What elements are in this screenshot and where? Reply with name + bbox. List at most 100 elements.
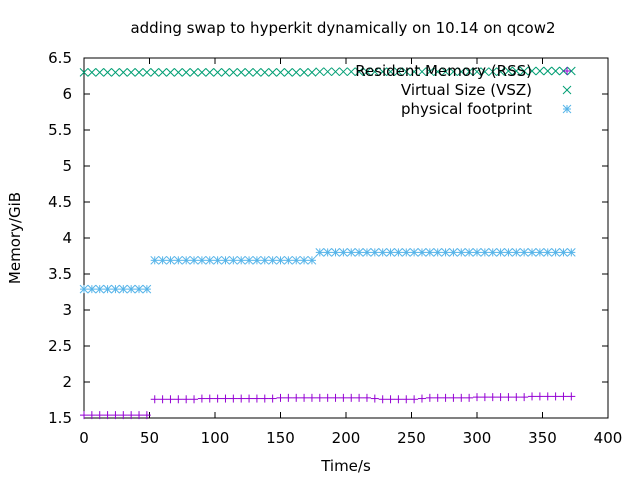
data-point (504, 248, 513, 257)
x-tick-label: 0 (79, 429, 89, 447)
data-point (173, 255, 183, 265)
data-point (323, 67, 333, 77)
data-point (103, 284, 112, 294)
data-point (237, 394, 246, 403)
data-point (276, 68, 285, 77)
data-point (464, 67, 474, 77)
data-point (158, 68, 167, 77)
x-tick-label: 150 (266, 429, 295, 447)
data-point (331, 393, 340, 402)
x-tick-label: 200 (332, 429, 361, 447)
legend-label: Virtual Size (VSZ) (401, 81, 532, 99)
data-point (190, 395, 199, 404)
data-point (527, 66, 537, 76)
data-point (166, 395, 175, 404)
data-point (535, 392, 544, 401)
data-point (362, 393, 371, 402)
y-tick-label: 6 (62, 85, 72, 103)
data-point (433, 393, 442, 402)
data-point (284, 68, 293, 77)
data-point (456, 67, 466, 77)
data-point (228, 255, 238, 265)
y-tick-label: 3.5 (48, 265, 72, 283)
data-point (323, 248, 333, 257)
data-point (111, 284, 120, 294)
data-point (378, 248, 388, 257)
data-point (205, 255, 215, 265)
data-point (520, 393, 529, 402)
data-point (80, 411, 88, 420)
data-point (433, 67, 443, 77)
data-point (245, 394, 254, 403)
data-point (519, 66, 529, 76)
data-point (354, 248, 364, 257)
series-plus (80, 392, 576, 420)
data-point (236, 255, 246, 265)
data-point (559, 248, 568, 257)
data-point (535, 66, 545, 76)
data-point (409, 67, 419, 77)
data-point (127, 411, 136, 420)
data-point (111, 411, 120, 420)
data-point (260, 255, 270, 265)
data-point (268, 255, 277, 265)
data-point (166, 68, 175, 77)
data-point (87, 68, 97, 77)
data-point (87, 284, 97, 294)
data-point (118, 284, 128, 294)
data-point (370, 394, 379, 403)
data-point (488, 248, 498, 257)
y-axis-label: Memory/GiB (6, 192, 24, 284)
data-point (417, 394, 426, 403)
data-point (79, 68, 89, 77)
y-tick-label: 2.5 (48, 337, 72, 355)
data-point (95, 284, 105, 294)
data-point (268, 394, 277, 403)
y-tick-label: 4 (62, 229, 72, 247)
y-tick-label: 6.5 (48, 49, 72, 67)
data-point (551, 392, 560, 401)
data-point (504, 66, 513, 76)
data-point (307, 393, 316, 402)
data-point (300, 393, 309, 402)
data-point (79, 284, 89, 294)
data-point (166, 255, 175, 265)
data-point (347, 393, 356, 402)
data-point (158, 255, 167, 265)
data-point (87, 411, 96, 420)
data-point (346, 248, 356, 257)
data-point (213, 255, 222, 265)
data-point (543, 66, 553, 76)
y-tick-label: 4.5 (48, 193, 72, 211)
data-point (323, 393, 332, 402)
data-point (425, 393, 434, 402)
data-point (307, 255, 317, 265)
data-point (425, 248, 435, 257)
data-point (315, 67, 325, 77)
data-point (291, 255, 301, 265)
x-axis-label: Time/s (320, 457, 371, 475)
data-point (519, 248, 529, 257)
data-point (551, 66, 560, 76)
data-point (228, 68, 238, 77)
data-point (276, 393, 285, 402)
data-point (299, 68, 309, 77)
data-point (488, 67, 498, 77)
data-point (197, 68, 207, 77)
data-point (173, 68, 183, 77)
chart-title: adding swap to hyperkit dynamically on 1… (130, 19, 555, 37)
data-point (181, 68, 191, 77)
data-point (441, 393, 450, 402)
data-point (551, 248, 560, 257)
data-point (119, 411, 128, 420)
data-point (449, 67, 458, 77)
data-point (331, 67, 340, 77)
data-point (394, 248, 403, 257)
data-point (480, 248, 490, 257)
data-point (111, 68, 120, 77)
data-point (512, 393, 521, 402)
data-point (244, 68, 254, 77)
data-point (95, 68, 105, 77)
data-point (284, 255, 293, 265)
